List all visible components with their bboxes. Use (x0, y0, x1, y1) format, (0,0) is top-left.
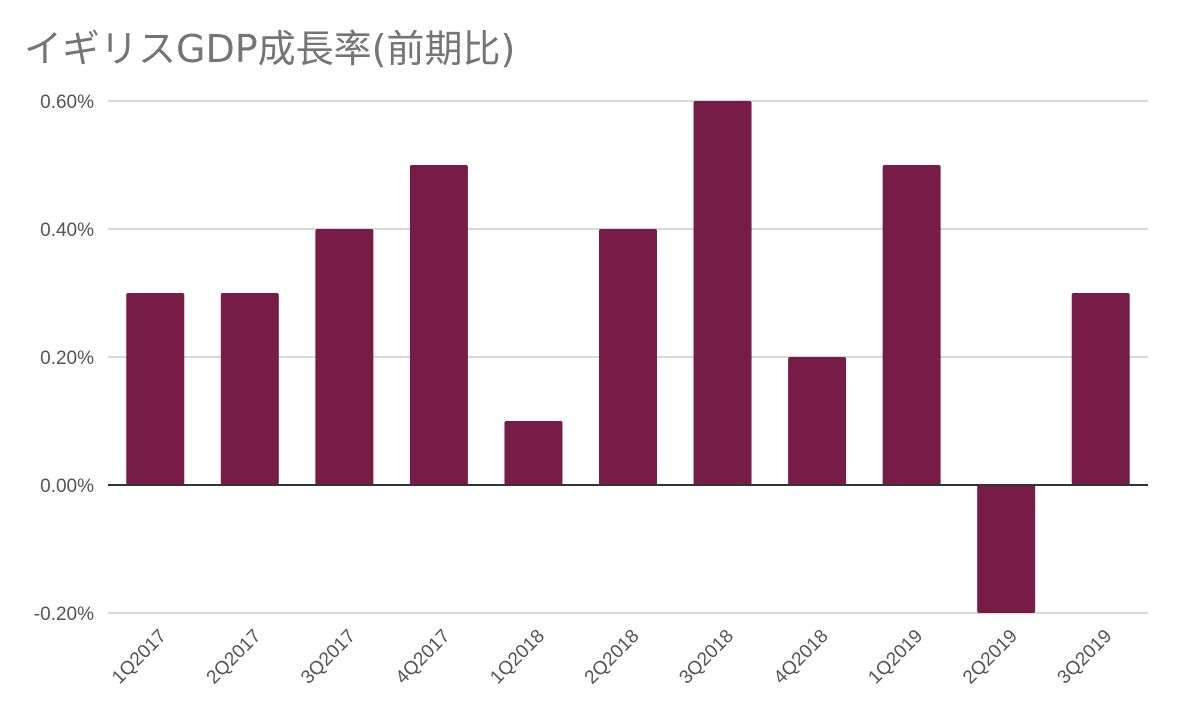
y-tick-label: 0.60% (40, 92, 94, 113)
bar (126, 293, 185, 485)
bar (693, 101, 752, 485)
x-tick-label: 4Q2017 (392, 626, 455, 689)
chart-title: イギリスGDP成長率(前期比) (24, 27, 516, 71)
bar (1071, 293, 1130, 485)
x-tick-label: 1Q2018 (486, 626, 549, 689)
bar (882, 165, 941, 485)
x-tick-label: 1Q2019 (865, 626, 928, 689)
x-tick-label: 3Q2019 (1054, 626, 1117, 689)
bar (504, 421, 563, 485)
y-tick-label: -0.20% (34, 604, 94, 625)
bar (788, 357, 847, 485)
bar (977, 485, 1036, 613)
bar (409, 165, 468, 485)
y-tick-label: 0.20% (40, 348, 94, 369)
y-tick-label: 0.40% (40, 220, 94, 241)
x-tick-label: 2Q2018 (581, 626, 644, 689)
x-tick-label: 2Q2017 (203, 626, 266, 689)
x-tick-label: 3Q2018 (675, 626, 738, 689)
bar (220, 293, 279, 485)
x-axis-ticks: 1Q2017 2Q2017 3Q2017 4Q2017 1Q2018 2Q2018 3Q20… (108, 626, 1116, 689)
x-tick-label: 3Q2017 (297, 626, 360, 689)
x-tick-label: 2Q2019 (959, 626, 1022, 689)
x-tick-label: 1Q2017 (108, 626, 171, 689)
bar-layer (126, 101, 1130, 613)
y-tick-label: 0.00% (40, 476, 94, 497)
y-axis-ticks: -0.20% 0.00% 0.20% 0.40% 0.60% (34, 92, 94, 625)
bar (315, 229, 374, 485)
bar (599, 229, 657, 485)
x-tick-label: 4Q2018 (770, 626, 833, 689)
